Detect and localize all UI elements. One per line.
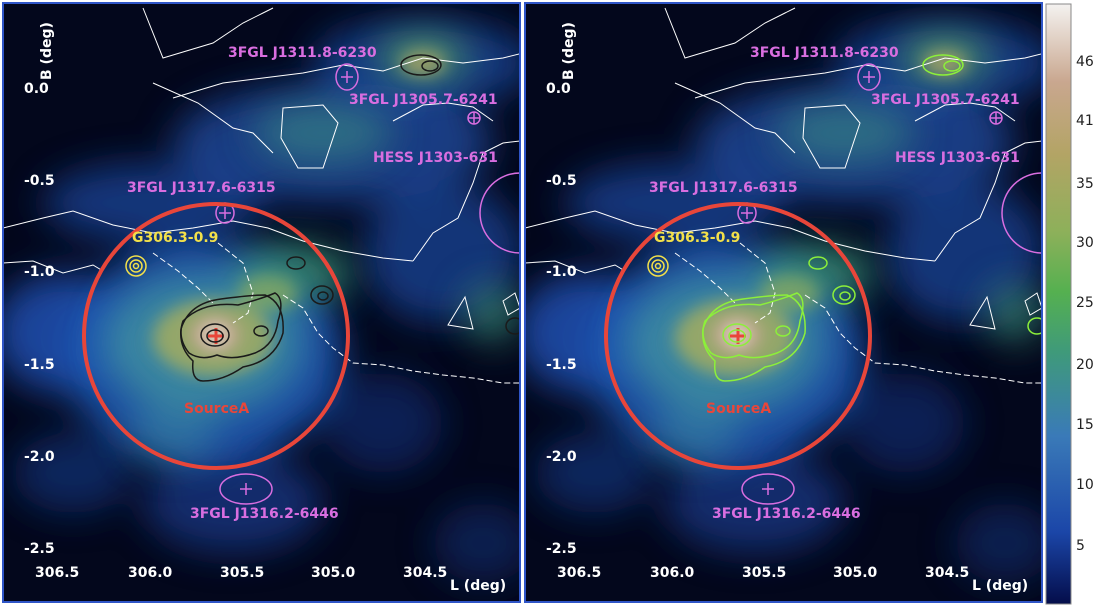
label-3fgl-j1305: 3FGL J1305.7-6241 (871, 92, 1020, 108)
left-annotations: B (deg) 0.0 -0.5 -1.0 -1.5 -2.0 -2.5 306… (24, 22, 506, 594)
x-tick: 304.5 (925, 565, 969, 581)
colorbar-tick: 46 (1076, 54, 1094, 70)
label-sourcea: SourceA (706, 401, 771, 417)
colorbar-tick: 10 (1076, 477, 1094, 493)
right-annotations: B (deg) 0.0 -0.5 -1.0 -1.5 -2.0 -2.5 306… (546, 22, 1028, 594)
colorbar-tick: 15 (1076, 417, 1094, 433)
colorbar: 46 41 35 30 25 20 15 10 5 (1045, 3, 1094, 605)
y-tick: 0.0 (546, 81, 571, 97)
x-tick: 304.5 (403, 565, 447, 581)
y-tick: -2.0 (546, 449, 577, 465)
colorbar-tick: 41 (1076, 113, 1094, 129)
colorbar-tick: 5 (1076, 538, 1085, 554)
x-tick: 305.5 (220, 565, 264, 581)
colorbar-gradient (1045, 3, 1072, 605)
label-3fgl-j1305: 3FGL J1305.7-6241 (349, 92, 498, 108)
y-tick: -1.0 (546, 264, 577, 280)
y-tick: -1.5 (24, 357, 55, 373)
label-3fgl-j1317: 3FGL J1317.6-6315 (127, 180, 276, 196)
x-tick: 306.0 (650, 565, 695, 581)
label-g306: G306.3-0.9 (132, 230, 218, 246)
label-hess-j1303: HESS J1303-631 (373, 150, 498, 166)
colorbar-tick: 35 (1076, 176, 1094, 192)
x-axis-label: L (deg) (450, 578, 506, 594)
y-tick: -1.5 (546, 357, 577, 373)
y-tick: -0.5 (546, 173, 577, 189)
x-tick: 305.0 (833, 565, 878, 581)
y-tick: -2.0 (24, 449, 55, 465)
left-panel-frame (2, 2, 521, 603)
label-g306: G306.3-0.9 (654, 230, 740, 246)
right-panel-frame (524, 2, 1043, 603)
x-tick: 305.5 (742, 565, 786, 581)
y-tick: -2.5 (24, 541, 55, 557)
x-tick: 306.5 (35, 565, 79, 581)
x-tick: 306.0 (128, 565, 173, 581)
colorbar-tick: 20 (1076, 357, 1094, 373)
y-tick: 0.0 (24, 81, 49, 97)
label-hess-j1303: HESS J1303-631 (895, 150, 1020, 166)
x-axis-label: L (deg) (972, 578, 1028, 594)
y-axis-label: B (deg) (561, 22, 577, 80)
label-3fgl-j1311: 3FGL J1311.8-6230 (750, 45, 899, 61)
label-3fgl-j1317: 3FGL J1317.6-6315 (649, 180, 798, 196)
y-tick: -0.5 (24, 173, 55, 189)
colorbar-tick: 30 (1076, 235, 1094, 251)
label-3fgl-j1316: 3FGL J1316.2-6446 (712, 506, 861, 522)
y-tick: -2.5 (546, 541, 577, 557)
label-sourcea: SourceA (184, 401, 249, 417)
colorbar-tick: 25 (1076, 295, 1094, 311)
label-3fgl-j1316: 3FGL J1316.2-6446 (190, 506, 339, 522)
y-tick: -1.0 (24, 264, 55, 280)
x-tick: 306.5 (557, 565, 601, 581)
x-tick: 305.0 (311, 565, 356, 581)
label-3fgl-j1311: 3FGL J1311.8-6230 (228, 45, 377, 61)
y-axis-label: B (deg) (39, 22, 55, 80)
